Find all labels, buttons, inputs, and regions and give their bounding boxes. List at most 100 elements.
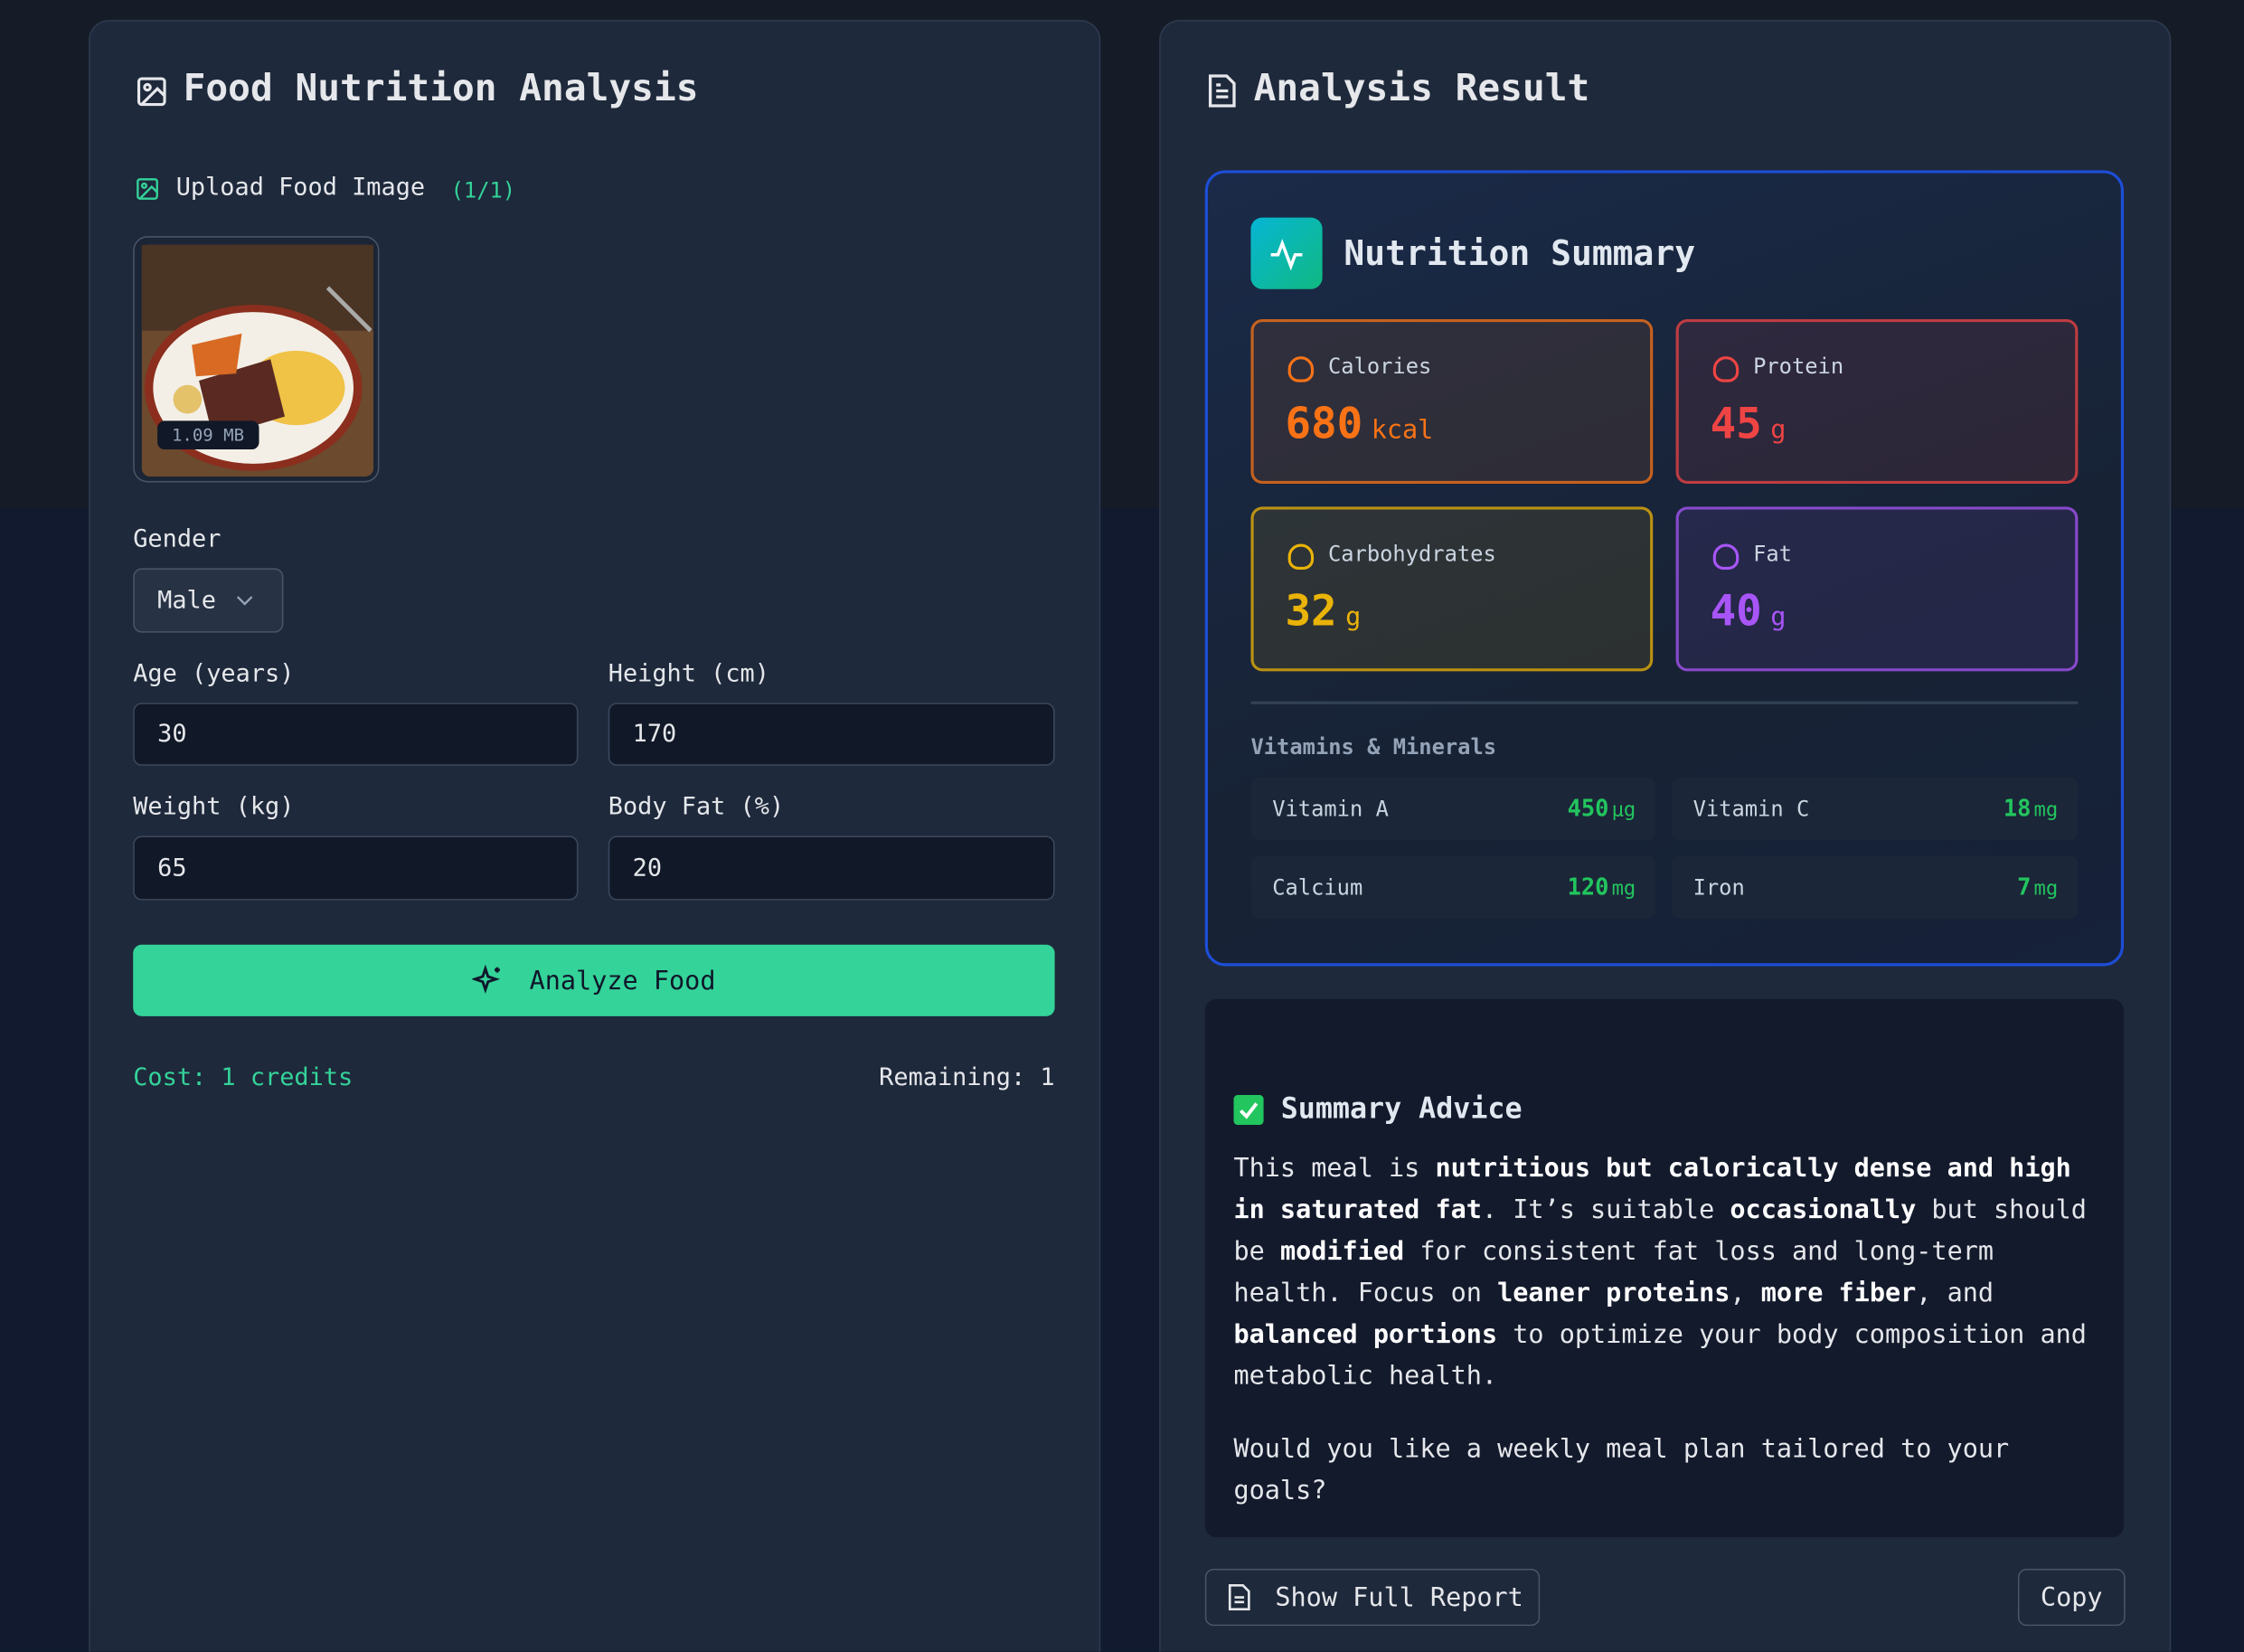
chevron — [236, 595, 253, 605]
vitamin-name: Iron — [1692, 874, 1745, 901]
nutrient-icon — [1287, 543, 1315, 570]
doc-icon — [1208, 74, 1236, 108]
vitamin-unit: mg — [1611, 877, 1636, 901]
height-input[interactable]: 170 — [608, 703, 1055, 766]
vitamins-title: Vitamins & Minerals — [1250, 734, 1497, 760]
weight-label: Weight (kg) — [133, 792, 295, 822]
gender-label: Gender — [133, 524, 222, 554]
sparkle-icon — [472, 964, 501, 995]
analyze-label: Analyze Food — [529, 965, 716, 996]
analyze-button[interactable]: Analyze Food — [133, 944, 1055, 1016]
vitamin-value: 120 mg — [1568, 873, 1636, 901]
nutrient-value: 680 kcal — [1285, 400, 1433, 449]
vitamin-number: 120 — [1567, 873, 1609, 901]
advice-run: to optimize your body composition and me… — [1233, 1319, 2087, 1392]
advice-run: for consistent fat loss and long-term he… — [1233, 1236, 1994, 1308]
age-input[interactable]: 30 — [133, 703, 579, 766]
advice-box — [1204, 998, 2125, 1538]
gender-select[interactable]: Male — [133, 568, 284, 633]
weight-input[interactable]: 65 — [133, 835, 579, 901]
divider — [1250, 701, 2079, 704]
vitamin-value: 18 mg — [2004, 795, 2058, 822]
age-label: Age (years) — [133, 659, 295, 689]
nutrient-icon — [1712, 543, 1740, 570]
nutrient-card: Carbohydrates 32 g — [1250, 506, 1654, 672]
bodyfat-label: Body Fat (%) — [608, 792, 785, 822]
nutrient-unit: g — [1770, 415, 1787, 446]
advice-emphasis: balanced portions — [1233, 1319, 1498, 1350]
vitamin-number: 450 — [1567, 794, 1609, 822]
advice-text: This meal is nutritious but calorically … — [1233, 1147, 2100, 1543]
vitamin-row: Calcium 120 mg — [1250, 855, 1656, 920]
doc-icon — [1228, 1584, 1250, 1611]
advice-run: , — [1730, 1278, 1761, 1308]
nutrient-unit: g — [1770, 602, 1787, 633]
nutrient-name: Carbohydrates — [1327, 541, 1496, 567]
nutrient-card: Calories 680 kcal — [1250, 318, 1654, 485]
nutrient-number: 40 — [1710, 586, 1762, 637]
image-thumbnail[interactable]: 1.09 MB — [133, 236, 380, 483]
nutrient-number: 680 — [1285, 399, 1363, 450]
nutrient-number: 45 — [1710, 399, 1762, 450]
summary-title: Nutrition Summary — [1344, 233, 1696, 274]
advice-run: , and — [1916, 1278, 1994, 1308]
nutrient-name: Protein — [1753, 353, 1844, 380]
advice-run: This meal is — [1233, 1153, 1436, 1185]
full-report-label: Show Full Report — [1275, 1581, 1523, 1613]
vitamin-value: 7 mg — [2017, 873, 2058, 901]
vitamin-unit: mg — [2033, 798, 2059, 822]
pulse-icon — [1270, 239, 1303, 271]
advice-emphasis: more fiber — [1760, 1278, 1917, 1308]
nutrient-unit: g — [1345, 602, 1362, 633]
image-icon — [137, 77, 166, 107]
nutrient-card: Fat 40 g — [1675, 506, 2079, 672]
nutrient-card: Protein 45 g — [1675, 318, 2079, 485]
check-icon — [1233, 1094, 1264, 1126]
advice-run: but should be — [1233, 1194, 2087, 1267]
vitamin-row: Vitamin A 450 μg — [1250, 777, 1656, 841]
panel-title: Analysis Result — [1253, 67, 1590, 110]
advice-paragraph: Would you like a weekly meal plan tailor… — [1233, 1429, 2100, 1512]
nutrient-value: 45 g — [1711, 400, 1787, 449]
upload-icon — [137, 178, 158, 200]
copy-button[interactable]: Copy — [2017, 1568, 2126, 1627]
panel-title: Food Nutrition Analysis — [183, 67, 699, 110]
advice-emphasis: occasionally — [1730, 1194, 1917, 1225]
nutrient-name: Fat — [1753, 541, 1792, 567]
advice-emphasis: modified — [1279, 1236, 1405, 1267]
vitamin-name: Calcium — [1272, 874, 1363, 901]
vitamin-number: 7 — [2017, 873, 2032, 901]
vitamin-unit: μg — [1611, 798, 1636, 822]
nutrient-icon — [1287, 356, 1315, 382]
vitamin-name: Vitamin C — [1692, 796, 1810, 822]
vitamin-row: Iron 7 mg — [1671, 855, 2079, 920]
upload-label: Upload Food Image — [175, 173, 426, 203]
advice-paragraph: This meal is nutritious but calorically … — [1233, 1147, 2100, 1396]
gender-value: Male — [157, 586, 216, 615]
vitamin-row: Vitamin C 18 mg — [1671, 777, 2079, 841]
vitamin-unit: mg — [2033, 877, 2059, 901]
remaining: Remaining: 1 — [879, 1063, 1055, 1092]
nutrient-name: Calories — [1327, 353, 1432, 380]
nutrient-value: 40 g — [1711, 587, 1787, 637]
vitamin-number: 18 — [2003, 794, 2032, 822]
advice-emphasis: nutritious but calorically dense and hig… — [1233, 1153, 2071, 1225]
nutrient-number: 32 — [1285, 586, 1337, 637]
advice-emphasis: leaner proteins — [1497, 1278, 1730, 1308]
advice-run: . It’s suitable — [1481, 1194, 1730, 1225]
file-size: 1.09 MB — [157, 420, 259, 450]
vitamin-value: 450 μg — [1568, 795, 1636, 822]
cost: Cost: 1 credits — [133, 1063, 354, 1092]
height-label: Height (cm) — [608, 659, 769, 689]
vitamin-name: Vitamin A — [1272, 796, 1389, 822]
nutrient-unit: kcal — [1371, 415, 1434, 446]
bodyfat-input[interactable]: 20 — [608, 835, 1055, 901]
upload-count: (1/1) — [450, 177, 516, 203]
full-report-button[interactable]: Show Full Report — [1204, 1568, 1541, 1627]
advice-run: Would you like a weekly meal plan tailor… — [1233, 1434, 2010, 1506]
nutrient-icon — [1712, 356, 1740, 382]
nutrient-value: 32 g — [1285, 587, 1361, 637]
summary-icon — [1250, 217, 1323, 289]
